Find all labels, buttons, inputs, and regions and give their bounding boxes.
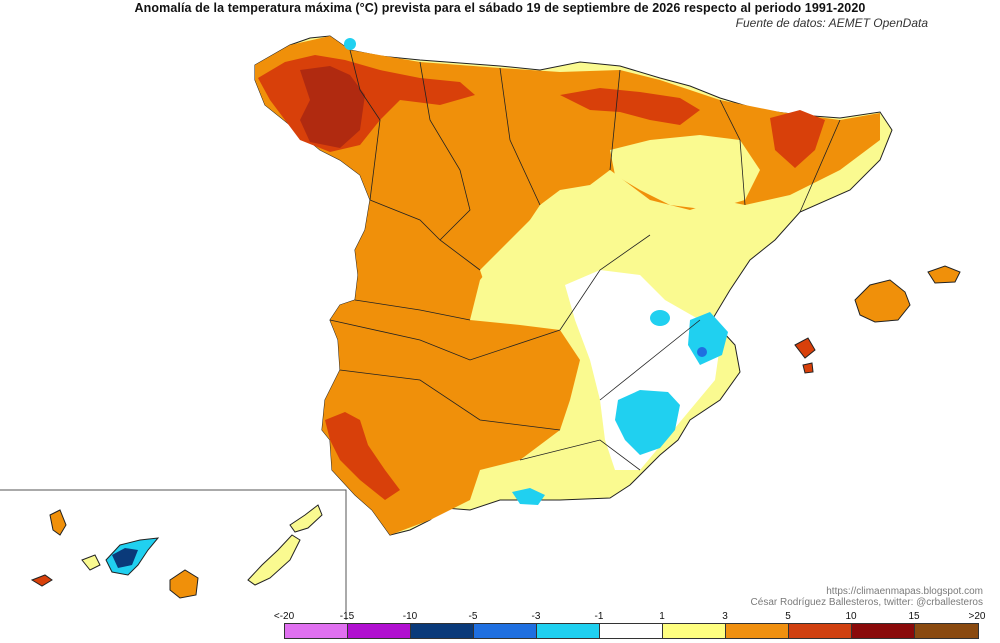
hot-anomaly-huelva — [325, 412, 400, 500]
colorbar-segment — [600, 624, 663, 638]
colorbar-ticks: <-20 -15 -10 -5 -3 -1 1 3 5 10 15 >20 — [274, 611, 1000, 623]
very-hot-galicia-core — [300, 66, 365, 148]
colorbar-segment — [915, 624, 978, 638]
formentera — [802, 362, 814, 374]
colorbar-tick-label: -5 — [468, 611, 478, 622]
province-border — [329, 319, 561, 361]
el-hierro — [30, 574, 53, 587]
province-border — [599, 319, 701, 401]
province-border — [419, 61, 471, 241]
colorbar-tick-label: <-20 — [273, 611, 295, 622]
colorbar — [284, 623, 979, 639]
colorbar-tick-label: -10 — [402, 611, 418, 622]
colorbar-segment — [789, 624, 852, 638]
la-palma — [49, 509, 67, 536]
fuerteventura — [247, 534, 301, 586]
mallorca — [854, 279, 911, 323]
cool-anomaly-murcia — [615, 390, 680, 455]
author-credit: César Rodríguez Ballesteros, twitter: @c… — [750, 597, 983, 608]
cold-anomaly-valencia — [697, 347, 707, 357]
colorbar-segment — [537, 624, 600, 638]
neutral-anomaly-southeast — [565, 270, 720, 470]
colorbar-segment — [852, 624, 915, 638]
colorbar-tick-label: 15 — [908, 611, 920, 622]
colorbar-tick-label: 5 — [785, 611, 791, 622]
colorbar-tick-label: -3 — [531, 611, 541, 622]
la-gomera — [81, 554, 101, 571]
colorbar-segment — [411, 624, 474, 638]
colorbar-tick-label: 10 — [845, 611, 857, 622]
map-title: Anomalía de la temperatura máxima (°C) p… — [134, 1, 866, 15]
province-border — [354, 299, 471, 321]
colorbar-tick-label: >20 — [968, 611, 986, 622]
province-border — [799, 119, 841, 213]
province-border — [519, 439, 641, 471]
colorbar-segment — [285, 624, 348, 638]
province-border — [609, 69, 621, 171]
cold-anomaly-tenerife — [112, 548, 138, 568]
province-border — [559, 234, 651, 331]
gran-canaria — [169, 569, 199, 599]
cool-anomaly-almeria — [512, 488, 545, 505]
lanzarote — [289, 504, 323, 533]
province-border — [719, 99, 746, 206]
menorca — [927, 265, 961, 284]
cool-anomaly-cantabria — [344, 38, 356, 50]
province-border — [499, 67, 541, 206]
colorbar-tick-label: 1 — [659, 611, 665, 622]
hot-anomaly-north — [560, 88, 700, 125]
hot-anomaly-catalonia — [770, 110, 825, 168]
colorbar-segment — [474, 624, 537, 638]
mild-anomaly-northeast — [610, 135, 760, 210]
canarias-inset-frame — [0, 489, 347, 620]
colorbar-tick-label: 3 — [722, 611, 728, 622]
colorbar-tick-label: -1 — [594, 611, 604, 622]
province-border — [369, 199, 481, 271]
blog-credit: https://climaenmapas.blogspot.com — [826, 586, 983, 597]
data-source: Fuente de datos: AEMET OpenData — [735, 16, 928, 30]
colorbar-segment — [663, 624, 726, 638]
colorbar-segment — [348, 624, 411, 638]
colorbar-segment — [726, 624, 789, 638]
province-border — [349, 49, 381, 201]
province-border — [339, 369, 561, 431]
cool-anomaly-cuenca — [650, 310, 670, 326]
colorbar-tick-label: -15 — [339, 611, 355, 622]
ibiza — [794, 337, 816, 359]
